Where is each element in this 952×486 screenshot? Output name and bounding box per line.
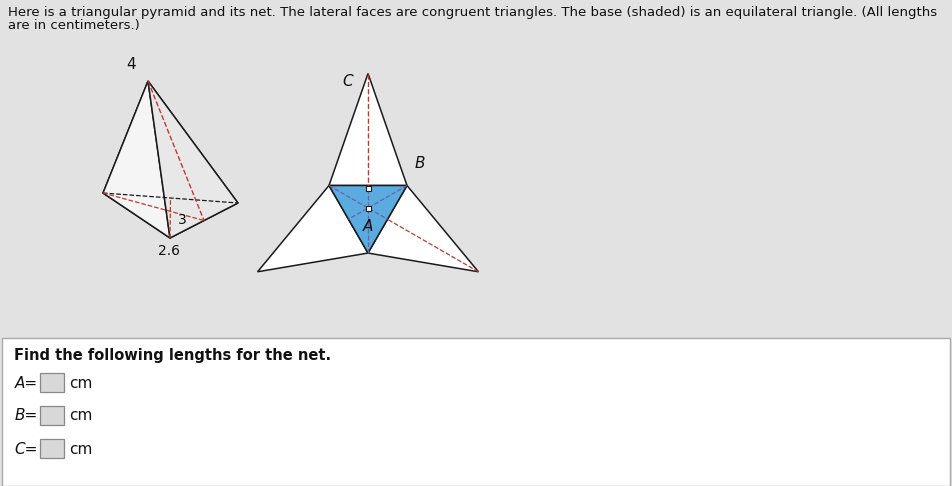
Text: 3: 3: [178, 213, 187, 227]
Text: B=: B=: [14, 409, 38, 423]
Polygon shape: [258, 186, 368, 272]
Text: C=: C=: [14, 441, 38, 456]
Polygon shape: [329, 73, 407, 186]
Bar: [40, 439, 64, 458]
Text: A: A: [363, 219, 373, 234]
Text: Find the following lengths for the net.: Find the following lengths for the net.: [14, 348, 331, 363]
Bar: [40, 374, 64, 393]
Polygon shape: [329, 186, 407, 253]
Polygon shape: [103, 193, 238, 238]
Polygon shape: [103, 81, 170, 238]
Text: cm: cm: [69, 376, 92, 390]
Bar: [366, 206, 370, 210]
Text: C: C: [342, 73, 352, 88]
Text: cm: cm: [69, 409, 92, 423]
Text: cm: cm: [69, 441, 92, 456]
Bar: [366, 186, 370, 191]
Polygon shape: [148, 81, 238, 238]
Text: 4: 4: [126, 57, 135, 72]
Text: B: B: [415, 156, 426, 171]
Text: are in centimeters.): are in centimeters.): [8, 19, 140, 32]
FancyBboxPatch shape: [2, 338, 950, 486]
Text: Here is a triangular pyramid and its net. The lateral faces are congruent triang: Here is a triangular pyramid and its net…: [8, 6, 937, 19]
Polygon shape: [368, 186, 479, 272]
Text: A=: A=: [15, 376, 38, 390]
Polygon shape: [103, 81, 238, 203]
Bar: [40, 406, 64, 426]
Text: 2.6: 2.6: [158, 244, 180, 258]
